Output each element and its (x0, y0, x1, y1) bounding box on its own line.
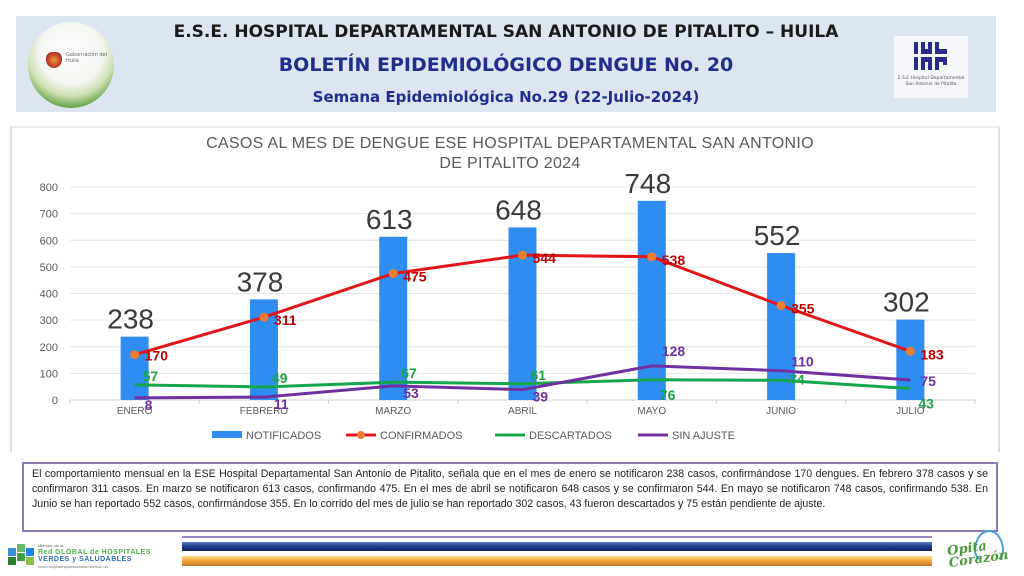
chart-title: CASOS AL MES DE DENGUE ESE HOSPITAL DEPA… (100, 134, 920, 174)
y-tick-label: 400 (40, 289, 58, 301)
hospital-logo-mark (912, 40, 950, 74)
sin-ajuste-value-label: 128 (662, 343, 686, 359)
confirmados-value-label: 311 (274, 312, 297, 328)
bar-value-label: 238 (107, 304, 154, 335)
y-tick-label: 200 (40, 342, 58, 354)
hospital-title: E.S.E. HOSPITAL DEPARTAMENTAL SAN ANTONI… (173, 22, 839, 42)
y-tick-label: 700 (40, 209, 58, 221)
network-member-text: Miembro de la (38, 543, 64, 548)
bar-value-label: 302 (883, 287, 930, 318)
confirmados-value-label: 475 (403, 269, 427, 285)
descartados-value-label: 76 (660, 387, 676, 403)
bar-value-label: 648 (495, 194, 542, 225)
chart-title-line-2: DE PITALITO 2024 (439, 155, 581, 172)
left-logo-text: Gobernación del Huila (66, 52, 107, 64)
marker-confirmados (130, 350, 140, 360)
bar-notificados (767, 253, 796, 400)
ihl-mark-icon (914, 42, 947, 70)
sin-ajuste-value-label: 110 (791, 354, 814, 370)
coat-of-arms-icon (46, 52, 62, 68)
y-tick-label: 500 (40, 262, 58, 274)
y-tick-label: 100 (40, 368, 58, 380)
network-name-line-1: Red GLOBAL de HOSPITALES (38, 549, 151, 556)
x-category-label: JUNIO (766, 406, 796, 417)
x-category-label: ENERO (117, 406, 153, 417)
x-category-label: MAYO (637, 406, 666, 417)
gobernacion-huila-logo: Gobernación del Huila (28, 22, 114, 108)
bar-value-label: 613 (366, 204, 413, 235)
bar-value-label: 378 (237, 266, 284, 297)
chart-card (10, 126, 1000, 452)
sin-ajuste-value-label: 8 (145, 397, 153, 413)
bar-notificados (637, 200, 666, 400)
sin-ajuste-value-label: 39 (533, 389, 549, 405)
descartados-value-label: 49 (272, 370, 288, 386)
network-url: www.hospitalesporlasaludambiental.net (38, 564, 109, 569)
bar-value-label: 552 (754, 220, 801, 251)
confirmados-value-label: 544 (533, 250, 557, 266)
legend-marker-icon (357, 431, 365, 439)
x-category-label: JULIO (896, 406, 925, 417)
y-tick-label: 600 (40, 235, 58, 247)
legend-label: DESCARTADOS (529, 430, 612, 442)
description-text: El comportamiento mensual en la ESE Hosp… (32, 468, 988, 510)
legend-swatch-notificados (212, 431, 242, 438)
sin-ajuste-value-label: 75 (920, 373, 936, 389)
descartados-value-label: 43 (918, 396, 934, 412)
stripe-orange (182, 556, 932, 566)
sin-ajuste-value-label: 11 (274, 396, 289, 412)
y-tick-label: 800 (40, 182, 58, 194)
confirmados-value-label: 538 (662, 252, 686, 268)
decorative-stripes (182, 533, 932, 569)
marker-confirmados (388, 269, 398, 279)
bar-notificados (379, 236, 408, 400)
descartados-value-label: 67 (401, 365, 417, 381)
marker-confirmados (518, 250, 527, 260)
x-category-label: ABRIL (508, 406, 537, 417)
line-descartados (134, 378, 911, 391)
x-category-label: MARZO (375, 406, 411, 417)
marker-confirmados (776, 300, 786, 310)
marker-confirmados (647, 252, 657, 262)
legend-label: NOTIFICADOS (246, 430, 321, 442)
epidemiological-week: Semana Epidemiológica No.29 (22-Julio-20… (312, 88, 700, 106)
bar-notificados (120, 336, 149, 400)
stripe-blue (182, 542, 932, 551)
confirmados-value-label: 355 (791, 300, 815, 316)
sin-ajuste-value-label: 53 (403, 385, 419, 401)
description-box: El comportamiento mensual en la ESE Hosp… (22, 462, 998, 532)
bar-value-label: 748 (624, 168, 671, 199)
x-category-label: FEBRERO (240, 406, 289, 417)
stripe-purple (182, 536, 932, 538)
legend-label: CONFIRMADOS (380, 430, 463, 442)
descartados-value-label: 61 (531, 367, 547, 383)
hospital-logo: E.S.E Hospital Departamental San Antonio… (894, 36, 968, 98)
confirmados-value-label: 170 (145, 348, 169, 364)
marker-confirmados (905, 346, 915, 356)
line-sin-ajuste (134, 364, 911, 400)
network-logo-icon (8, 544, 34, 566)
chart-title-line-1: CASOS AL MES DE DENGUE ESE HOSPITAL DEPA… (206, 135, 814, 152)
heart-icon (974, 530, 1004, 564)
network-name-line-2: VERDES y SALUDABLES (38, 556, 132, 563)
bulletin-header: Gobernación del Huila E.S.E. HOSPITAL DE… (16, 16, 996, 112)
green-hospitals-network-logo: Miembro de la Red GLOBAL de HOSPITALES V… (8, 542, 178, 572)
hospital-logo-caption: E.S.E Hospital Departamental San Antonio… (897, 76, 965, 87)
legend-label: SIN AJUSTE (672, 430, 735, 442)
descartados-value-label: 57 (143, 368, 159, 384)
descartados-value-label: 74 (789, 371, 805, 387)
marker-confirmados (259, 312, 269, 322)
y-tick-label: 0 (52, 395, 58, 407)
y-tick-label: 300 (40, 315, 58, 327)
opita-de-corazon-logo: Opita Corazón (940, 530, 1010, 574)
bulletin-title: BOLETÍN EPIDEMIOLÓGICO DENGUE No. 20 (278, 54, 734, 76)
confirmados-value-label: 183 (920, 346, 944, 362)
